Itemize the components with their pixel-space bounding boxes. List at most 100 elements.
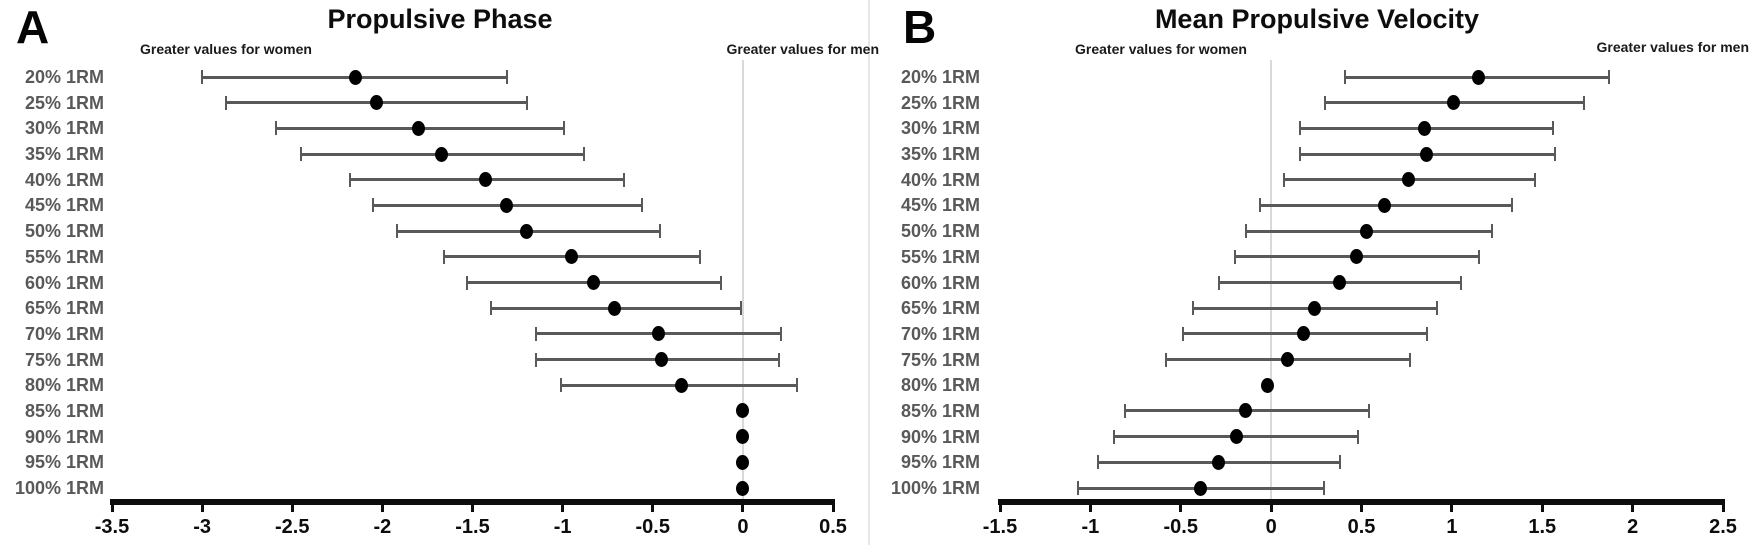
error-bar-cap-right [1338,455,1341,470]
row-label: 50% 1RM [900,221,980,242]
row-label: 45% 1RM [900,195,980,216]
row-label: 55% 1RM [24,246,104,267]
x-axis-tick [1721,499,1725,512]
x-axis-tick-label: -3 [193,516,212,538]
error-bar-cap-right [640,198,643,213]
row-label: 95% 1RM [900,452,980,473]
error-bar-cap-left [1299,121,1302,136]
row-label: 25% 1RM [900,92,980,113]
row-label: 30% 1RM [900,118,980,139]
row-label: 50% 1RM [24,221,104,242]
error-bar-cap-left [466,275,469,290]
row-label: 95% 1RM [24,452,104,473]
row-label: 90% 1RM [24,426,104,447]
x-axis-tick-label: -2 [373,516,392,538]
row-label: 65% 1RM [24,298,104,319]
data-point [651,326,665,342]
error-bar-cap-right [779,326,782,341]
error-bar-cap-right [1608,70,1611,84]
data-point [1418,120,1432,136]
row-label: 85% 1RM [24,400,104,421]
error-bar-cap-right [1356,429,1359,444]
data-point [736,403,750,419]
error-bar-cap-left [1112,429,1115,444]
error-bar-cap-right [720,275,723,290]
row-label: 30% 1RM [24,118,104,139]
error-bar-cap-left [1076,481,1079,496]
row-label: 100% 1RM [14,478,104,499]
error-bar-cap-left [372,198,375,213]
data-point [1230,429,1244,445]
data-point [370,95,384,111]
error-bar-cap-left [1181,326,1184,341]
x-axis-tick [290,499,294,512]
x-axis-tick [1179,499,1183,512]
error-bar-cap-left [1324,95,1327,110]
error-bar-cap-right [1459,275,1462,290]
error-bar-cap-left [201,70,204,84]
panel-b-letter: B [903,1,937,53]
data-point [675,377,689,393]
error-bar-cap-right [525,95,528,110]
x-axis-tick-label: -1 [553,516,572,538]
error-bar-cap-right [1322,481,1325,496]
data-point [1420,146,1434,162]
error-bar-cap-right [1534,172,1537,187]
error-bar-cap-left [442,249,445,264]
row-label: 75% 1RM [900,349,980,370]
error-bar-cap-left [559,378,562,393]
error-bar-cap-right [563,121,566,136]
data-point [500,197,514,213]
data-point [736,454,750,470]
row-label: 90% 1RM [900,426,980,447]
x-axis-tick [1631,499,1635,512]
error-bar-cap-left [534,352,537,367]
x-axis-tick [1269,499,1273,512]
row-label: 35% 1RM [24,144,104,165]
x-axis-tick [1540,499,1544,512]
x-axis-tick-label: 0 [737,516,749,538]
x-axis-tick [471,499,474,512]
data-point [1194,480,1208,496]
error-bar-cap-left [1217,275,1220,290]
x-axis-tick [200,499,204,512]
row-label: 20% 1RM [900,67,980,87]
data-point [1378,197,1392,213]
x-axis-tick-label: -2.5 [275,516,310,538]
data-point [1333,275,1347,291]
data-point [1212,454,1226,470]
panel-a-annotation-women: Greater values for women [140,41,312,57]
panel-b-annotation-men: Greater values for men [1596,39,1749,55]
error-bar-cap-left [1165,352,1168,367]
error-bar-cap-right [740,301,743,316]
error-bar-cap-right [622,172,625,187]
error-bar-cap-left [300,147,303,162]
data-point [736,429,750,445]
x-axis-tick-label: -1.5 [982,516,1018,538]
data-point [435,146,449,162]
row-label: 100% 1RM [890,478,980,499]
x-axis-tick-label: -0.5 [1163,516,1198,538]
x-axis-tick-label: 2 [1627,516,1639,538]
data-point [1308,300,1321,316]
error-bar-cap-left [224,95,227,110]
error-bar-cap-right [698,249,701,264]
x-axis-tick [1450,499,1454,512]
data-point [411,120,425,136]
x-axis-tick-label: 0 [1265,516,1277,538]
data-point [1261,377,1274,393]
x-axis-tick [110,499,114,512]
error-bar-cap-right [658,224,661,239]
x-axis-tick [380,499,384,512]
row-label: 40% 1RM [24,169,104,190]
x-axis-tick [1088,499,1092,512]
error-bar-cap-right [1553,147,1556,162]
data-point [1401,172,1415,188]
x-axis-tick-label: -1.5 [455,516,490,538]
error-bar-cap-right [1582,95,1585,110]
data-point [1280,352,1294,368]
error-bar-cap-left [348,172,351,187]
error-bar-cap-right [1425,326,1428,341]
error-bar-cap-right [1409,352,1412,367]
error-bar-cap-left [489,301,492,316]
